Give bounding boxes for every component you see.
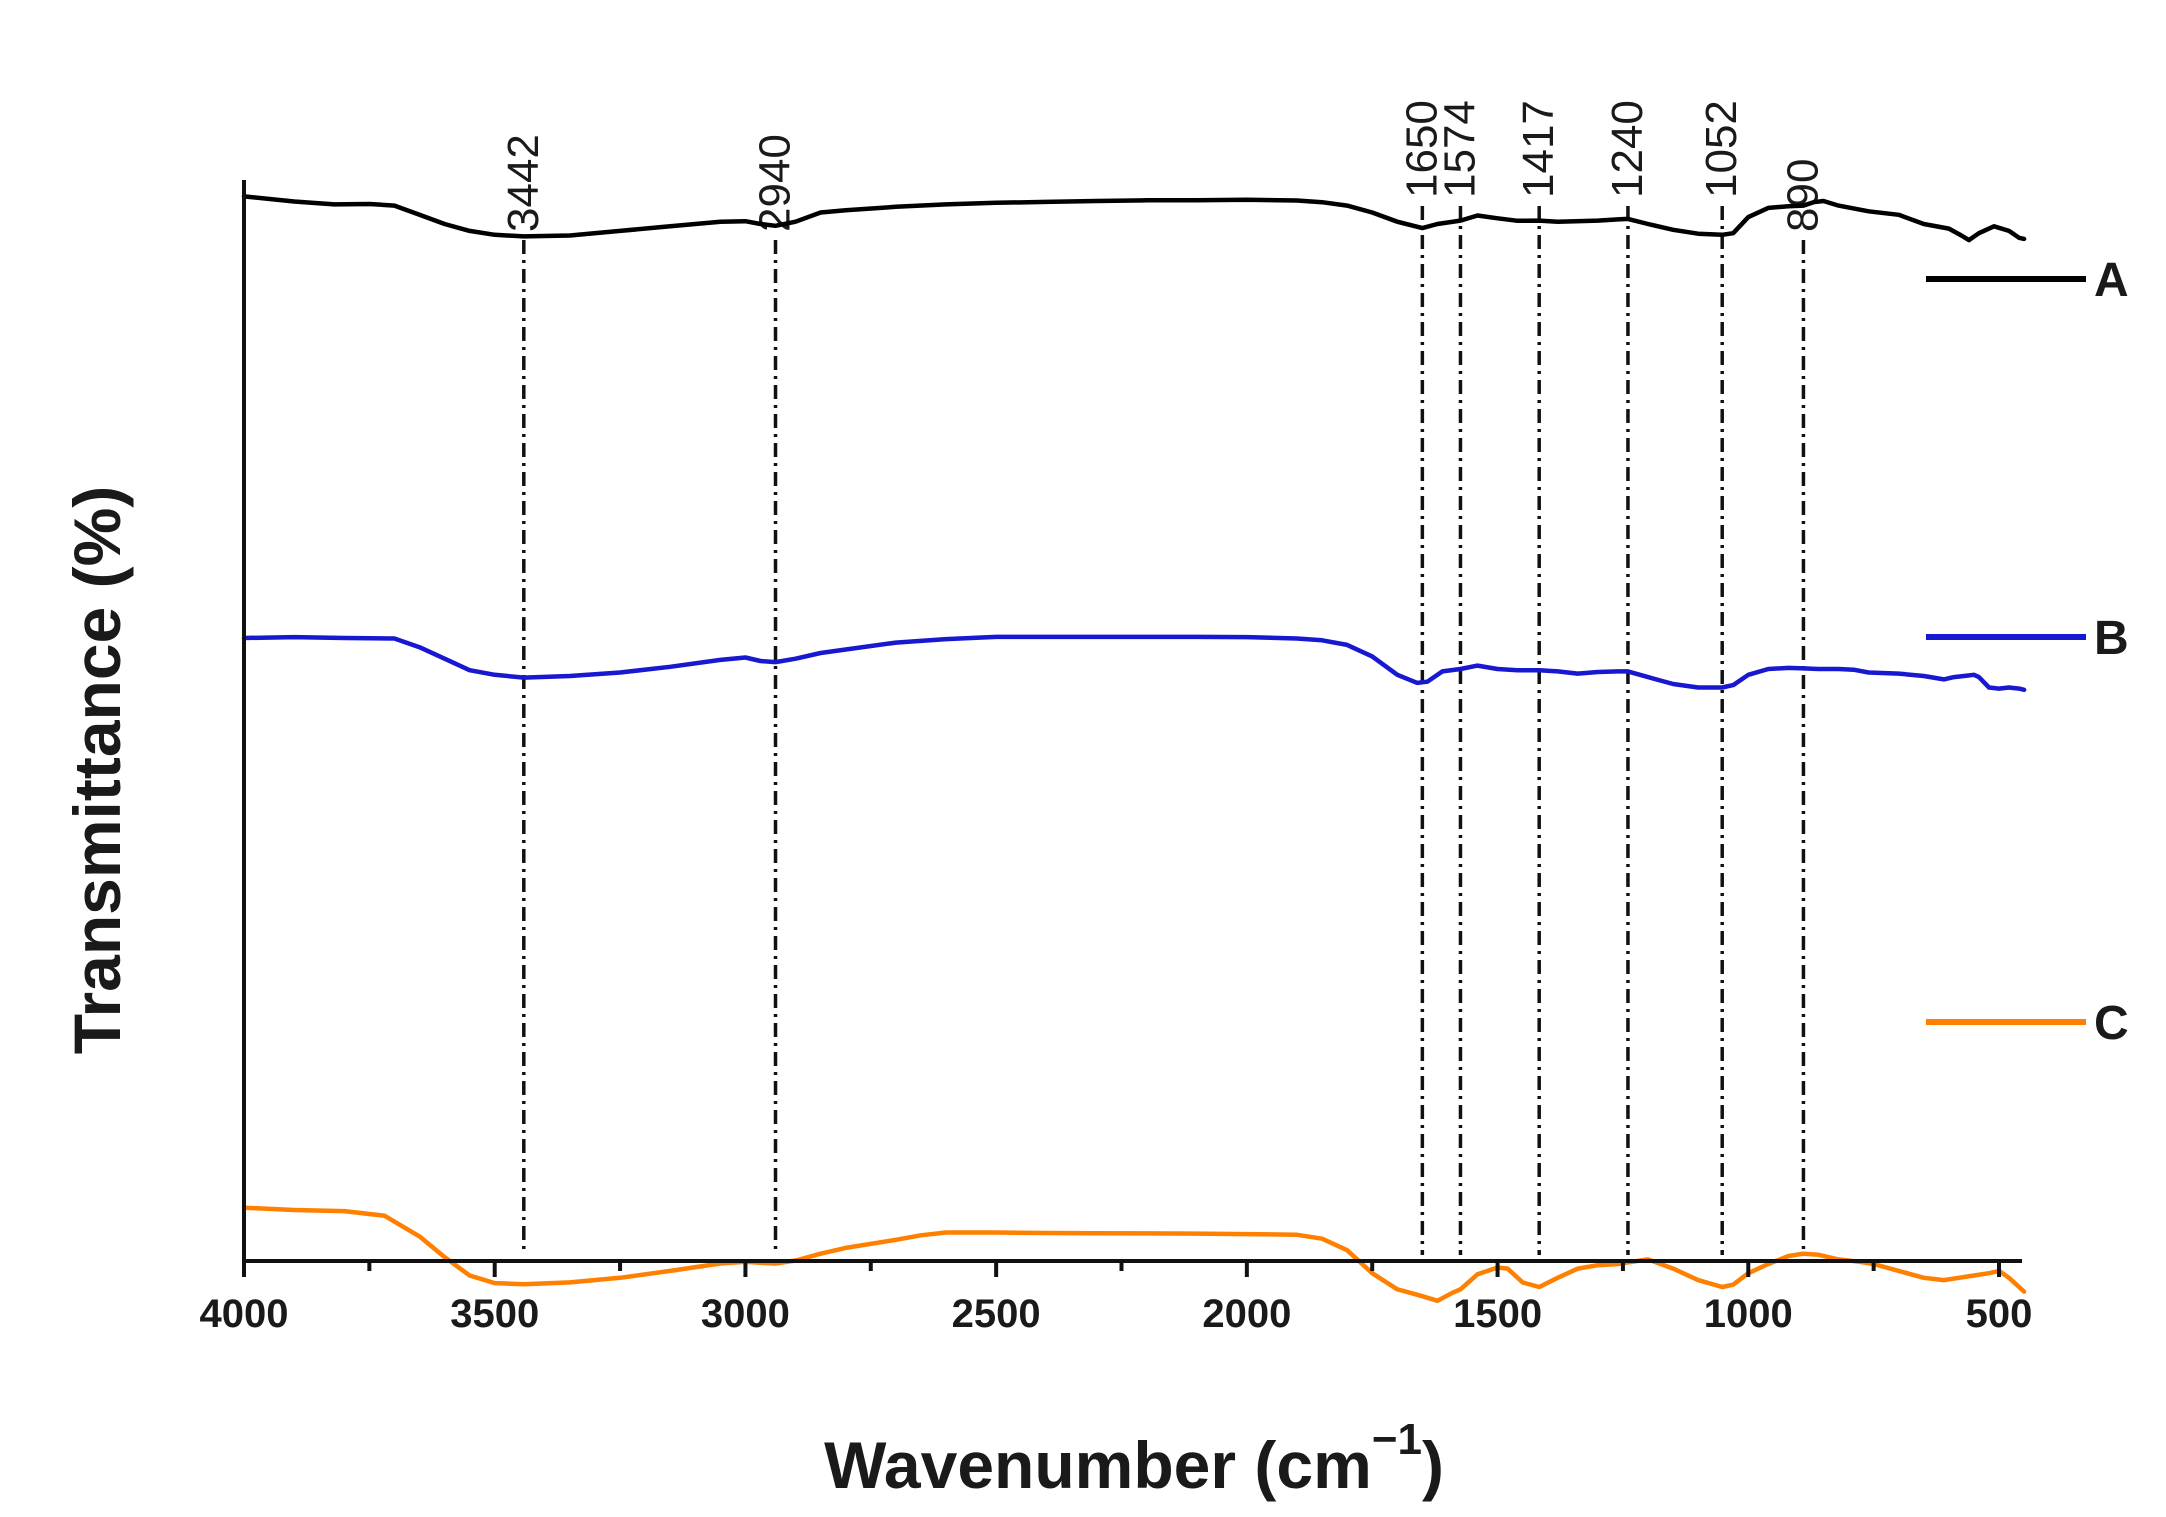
x-tick-label-2500: 2500	[952, 1292, 1041, 1336]
y-axis-title: Transmittance (%)	[60, 486, 134, 1054]
x-ticks: 4000 3500 3000 2500 2000 1500 1000 500	[200, 1261, 2033, 1336]
x-tick-label-4000: 4000	[200, 1292, 289, 1336]
x-tick-label-3000: 3000	[701, 1292, 790, 1336]
x-tick-label-3500: 3500	[450, 1292, 539, 1336]
peak-label-2940: 2940	[751, 134, 800, 232]
series-line-C	[241, 1205, 2027, 1304]
peak-label-1574: 1574	[1435, 100, 1484, 198]
legend-label-B: B	[2094, 612, 2129, 665]
peak-label-1650: 1650	[1397, 100, 1446, 198]
peak-label-1052: 1052	[1697, 100, 1746, 198]
axes	[242, 180, 2022, 1263]
legend-label-A: A	[2094, 254, 2129, 307]
series-layer	[241, 194, 2027, 1304]
peak-label-890: 890	[1778, 159, 1827, 232]
x-tick-label-500: 500	[1966, 1292, 2033, 1336]
peak-label-3442: 3442	[499, 134, 548, 232]
x-tick-label-1000: 1000	[1704, 1292, 1793, 1336]
legend-label-C: C	[2094, 997, 2129, 1050]
series-line-B	[241, 634, 2027, 693]
x-axis-title: Wavenumber (cm−1)	[824, 1415, 1444, 1502]
series-line-A	[241, 194, 2027, 243]
x-tick-label-2000: 2000	[1202, 1292, 1291, 1336]
peak-label-1240: 1240	[1603, 100, 1652, 198]
legend: A B C	[1926, 254, 2129, 1050]
x-tick-label-1500: 1500	[1453, 1292, 1542, 1336]
peak-label-1417: 1417	[1514, 100, 1563, 198]
